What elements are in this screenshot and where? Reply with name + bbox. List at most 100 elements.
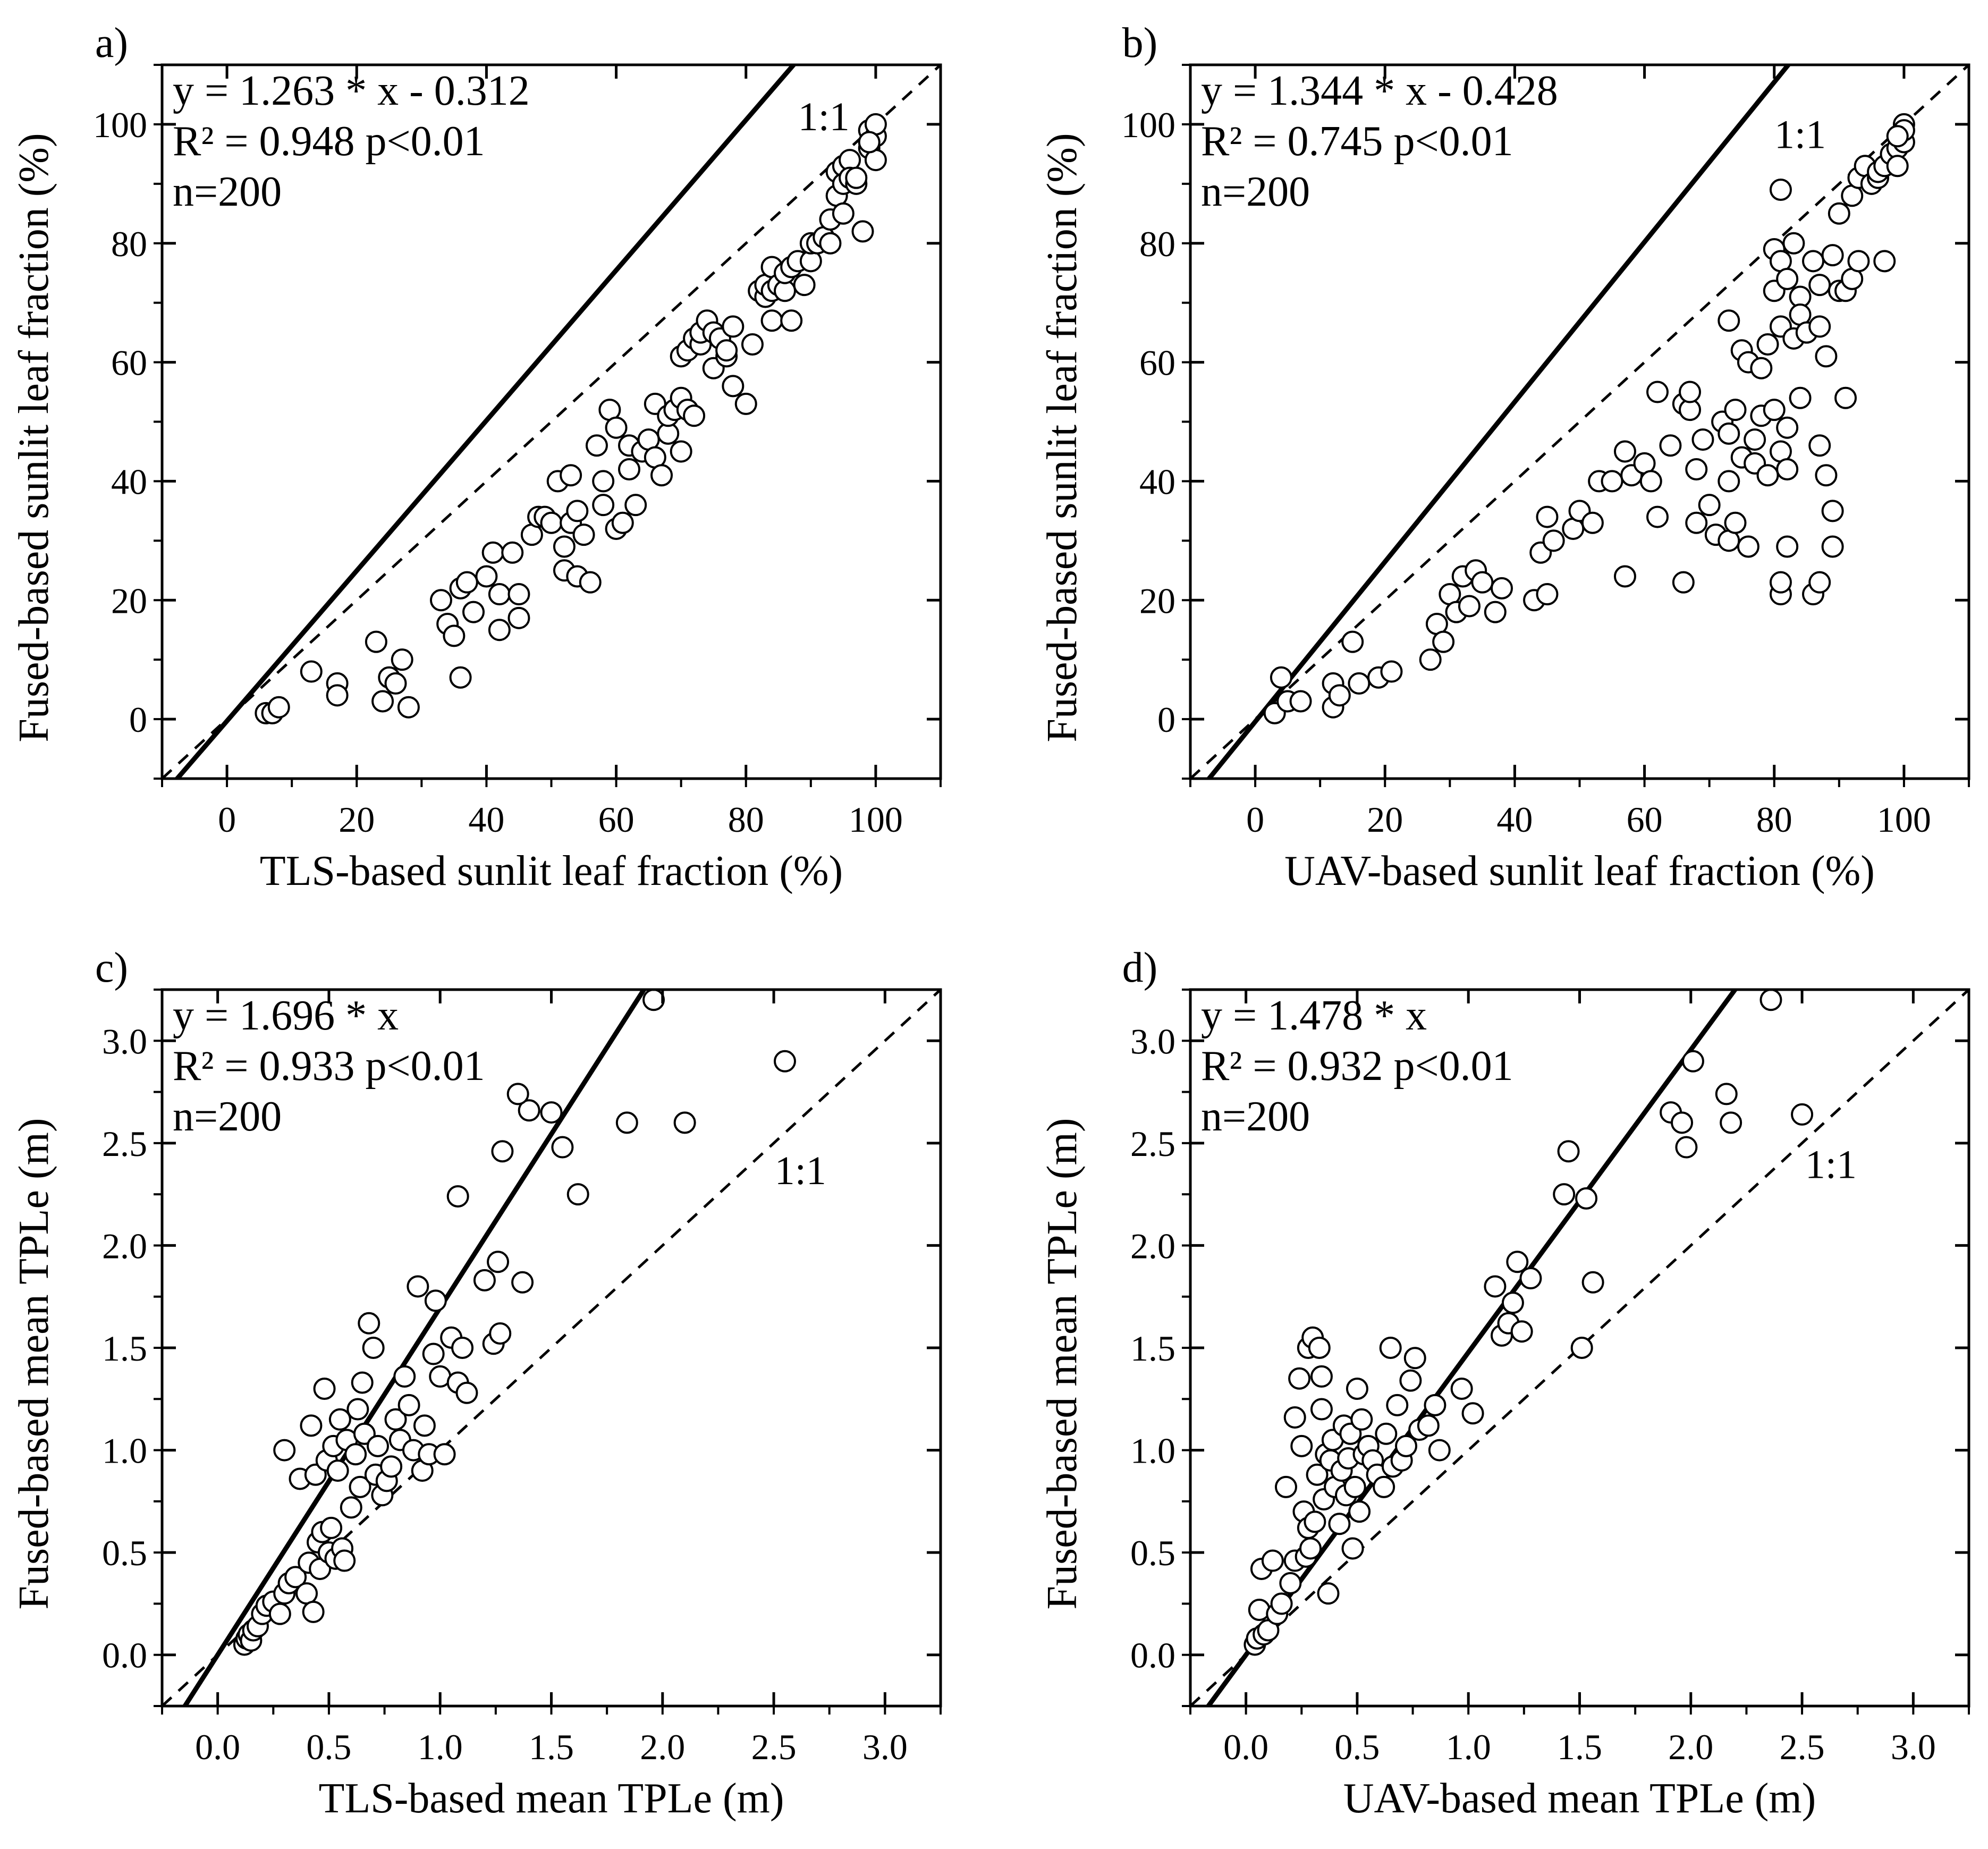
x-tick-label: 0.0 [1223,1727,1268,1767]
y-tick-label: 2.5 [102,1124,147,1164]
data-point [715,339,738,362]
y-axis-label: Fused-based sunlit leaf fraction (%) [1039,133,1086,742]
data-point [540,1101,563,1124]
data-point [760,309,783,332]
identity-label: 1:1 [1774,113,1826,157]
y-tick-label: 100 [93,105,147,145]
x-tick-label: 40 [1496,799,1533,840]
data-point [1750,357,1773,379]
y-tick-label: 3.0 [1130,1021,1175,1061]
identity-line [162,990,941,1706]
data-point [1613,565,1636,588]
data-point [473,1269,496,1291]
regression-line [174,65,797,779]
x-axis-label: TLS-based mean TPLe (m) [318,1775,784,1822]
y-tick-label: 1.5 [1130,1328,1175,1369]
data-point [1506,1251,1529,1273]
identity-label: 1:1 [775,1149,826,1193]
data-point [1828,202,1850,225]
x-tick-label: 1.0 [1446,1727,1491,1767]
scatter-points [1263,113,1915,724]
data-point [413,1414,436,1437]
data-point [572,524,595,546]
data-point [1802,250,1824,273]
identity-label: 1:1 [1805,1142,1857,1187]
data-point [1270,666,1292,689]
data-point [1519,1267,1542,1290]
data-point [1348,1500,1371,1523]
regression-line [182,990,647,1706]
data-point [1834,386,1857,409]
data-point [320,1516,343,1539]
data-point [1581,1271,1604,1294]
data-point [358,1312,380,1335]
data-point [1432,630,1455,653]
y-tick-label: 2.0 [102,1226,147,1266]
x-tick-label: 100 [849,799,903,840]
data-point [1756,464,1779,487]
y-tick-label: 20 [1139,580,1175,621]
data-point [1815,345,1838,368]
data-point [328,1408,351,1431]
data-point [1536,505,1559,528]
data-point [267,696,290,719]
sample-size: n=200 [1201,1093,1310,1140]
data-point [1759,989,1782,1011]
data-point [384,672,407,695]
panel-letter: b) [1122,20,1158,66]
data-point [1403,1347,1426,1370]
data-point [1769,179,1792,201]
data-point [1698,494,1721,517]
panel-letter: c) [95,944,128,991]
data-point [1350,1408,1373,1431]
y-tick-label: 0 [1157,699,1175,740]
data-point [1484,601,1507,623]
sample-size: n=200 [173,1093,282,1140]
data-point [1715,1083,1738,1105]
x-tick-label: 60 [1627,799,1663,840]
y-tick-label: 0.0 [1130,1635,1175,1676]
data-point [1671,1111,1694,1134]
data-point [1261,1549,1284,1572]
data-point [1274,1475,1297,1498]
data-point [1847,250,1870,273]
data-point [618,458,640,481]
x-tick-label: 0.5 [306,1727,351,1767]
data-point [1491,577,1513,600]
y-tick-label: 20 [111,580,147,621]
data-point [380,1455,403,1478]
y-tick-label: 100 [1121,105,1175,145]
data-point [1756,333,1779,356]
data-point [1279,1572,1302,1594]
y-tick-label: 1.0 [102,1431,147,1471]
data-point [393,1365,416,1388]
x-tick-label: 20 [339,799,375,840]
data-point [346,1398,369,1421]
x-tick-label: 0.0 [195,1727,240,1767]
data-point [1461,1402,1484,1425]
r-squared: R² = 0.932 p<0.01 [1201,1043,1513,1090]
regression-line [1206,65,1791,779]
data-point [1769,571,1792,594]
x-tick-label: 40 [468,799,504,840]
data-point [1348,672,1371,695]
data-point [819,232,842,255]
x-tick-label: 60 [598,799,635,840]
data-point [1304,1510,1326,1533]
r-squared: R² = 0.933 p<0.01 [173,1043,485,1090]
data-point [1310,1398,1333,1421]
data-point [481,541,504,564]
data-point [1776,458,1799,481]
sample-size: n=200 [173,168,282,215]
data-point [1659,434,1682,457]
data-point [1886,125,1909,148]
data-point [858,131,881,154]
sample-size: n=200 [1201,168,1310,215]
x-tick-label: 0 [1246,799,1264,840]
data-point [1886,155,1909,178]
data-point [1386,1394,1409,1416]
data-point [455,1381,478,1404]
data-point [624,494,647,517]
data-point [487,1251,510,1273]
